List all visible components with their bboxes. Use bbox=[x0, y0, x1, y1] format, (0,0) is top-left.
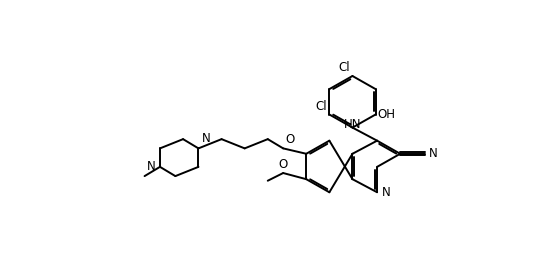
Text: O: O bbox=[279, 158, 288, 171]
Text: O: O bbox=[286, 133, 295, 146]
Text: N: N bbox=[382, 186, 390, 199]
Text: N: N bbox=[147, 160, 156, 173]
Text: HN: HN bbox=[344, 118, 361, 131]
Text: N: N bbox=[202, 132, 210, 145]
Text: Cl: Cl bbox=[315, 100, 327, 113]
Text: OH: OH bbox=[378, 108, 396, 121]
Text: N: N bbox=[429, 147, 437, 160]
Text: Cl: Cl bbox=[339, 61, 350, 75]
